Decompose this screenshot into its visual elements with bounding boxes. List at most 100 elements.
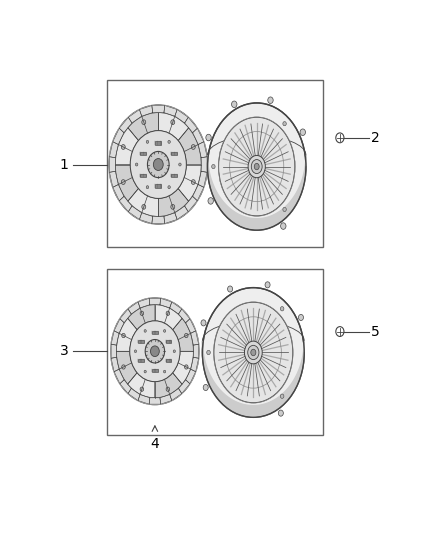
Bar — [155, 184, 161, 188]
Text: 3: 3 — [60, 344, 68, 358]
Ellipse shape — [214, 302, 293, 403]
Circle shape — [168, 185, 170, 189]
Wedge shape — [155, 305, 182, 330]
Ellipse shape — [244, 341, 262, 364]
Circle shape — [109, 105, 208, 224]
Polygon shape — [179, 380, 190, 393]
Circle shape — [268, 97, 273, 103]
Polygon shape — [185, 196, 198, 212]
Circle shape — [184, 365, 188, 369]
Wedge shape — [116, 165, 138, 201]
Polygon shape — [113, 128, 124, 144]
Wedge shape — [117, 318, 137, 351]
Circle shape — [130, 321, 180, 382]
Circle shape — [121, 180, 125, 184]
Polygon shape — [139, 106, 152, 116]
Polygon shape — [128, 206, 142, 220]
Wedge shape — [178, 165, 201, 201]
Polygon shape — [193, 128, 204, 144]
Polygon shape — [152, 106, 165, 112]
Circle shape — [144, 370, 146, 373]
Ellipse shape — [202, 288, 304, 417]
Circle shape — [135, 163, 138, 166]
Circle shape — [163, 370, 166, 373]
Bar — [155, 141, 161, 145]
Polygon shape — [164, 213, 177, 223]
Circle shape — [168, 140, 170, 143]
Circle shape — [206, 134, 211, 141]
Wedge shape — [158, 189, 189, 216]
Bar — [166, 359, 171, 362]
Wedge shape — [178, 128, 201, 165]
Ellipse shape — [248, 345, 259, 360]
Circle shape — [280, 394, 284, 398]
Polygon shape — [139, 213, 152, 223]
Circle shape — [166, 311, 170, 316]
Text: 1: 1 — [60, 158, 68, 172]
Circle shape — [207, 350, 210, 354]
Circle shape — [142, 120, 146, 125]
Circle shape — [300, 129, 305, 135]
Circle shape — [171, 120, 175, 125]
Circle shape — [228, 286, 233, 292]
Bar — [171, 174, 177, 177]
Ellipse shape — [254, 164, 259, 169]
Circle shape — [148, 151, 169, 177]
Polygon shape — [120, 380, 131, 393]
Polygon shape — [110, 171, 118, 187]
Polygon shape — [179, 309, 190, 322]
Polygon shape — [119, 117, 132, 133]
Polygon shape — [198, 171, 207, 187]
Circle shape — [151, 346, 159, 357]
Wedge shape — [117, 351, 137, 384]
Wedge shape — [155, 373, 182, 398]
Circle shape — [298, 314, 304, 320]
Polygon shape — [208, 155, 306, 230]
Circle shape — [173, 350, 175, 353]
Polygon shape — [191, 357, 199, 372]
Bar — [107, 80, 323, 247]
Bar — [107, 269, 323, 435]
Ellipse shape — [251, 349, 256, 356]
Polygon shape — [170, 302, 182, 314]
Polygon shape — [110, 157, 115, 172]
Circle shape — [201, 320, 206, 326]
Polygon shape — [128, 302, 140, 314]
Polygon shape — [114, 319, 124, 333]
Polygon shape — [152, 216, 165, 223]
Bar — [138, 340, 144, 343]
Polygon shape — [164, 106, 177, 116]
Bar — [138, 359, 144, 362]
Polygon shape — [114, 369, 124, 384]
Polygon shape — [175, 206, 188, 220]
Circle shape — [146, 185, 148, 189]
Polygon shape — [128, 109, 142, 123]
Polygon shape — [193, 184, 204, 201]
Polygon shape — [185, 117, 198, 133]
Polygon shape — [110, 142, 118, 158]
Polygon shape — [149, 398, 161, 404]
Circle shape — [163, 329, 166, 332]
Polygon shape — [113, 184, 124, 201]
Text: 2: 2 — [371, 131, 380, 145]
Polygon shape — [138, 394, 150, 404]
Ellipse shape — [208, 103, 306, 230]
Circle shape — [153, 158, 163, 171]
Circle shape — [122, 333, 125, 338]
Polygon shape — [128, 389, 140, 400]
Bar — [171, 152, 177, 156]
Polygon shape — [160, 394, 172, 404]
Polygon shape — [170, 389, 182, 400]
Text: 5: 5 — [371, 325, 380, 338]
Circle shape — [130, 131, 186, 198]
Polygon shape — [111, 357, 119, 372]
Circle shape — [171, 205, 175, 209]
Circle shape — [166, 387, 170, 391]
Circle shape — [281, 223, 286, 229]
Circle shape — [191, 180, 195, 184]
Bar — [140, 174, 146, 177]
Polygon shape — [120, 309, 131, 322]
Circle shape — [191, 144, 195, 149]
Circle shape — [122, 365, 125, 369]
Circle shape — [280, 306, 284, 311]
